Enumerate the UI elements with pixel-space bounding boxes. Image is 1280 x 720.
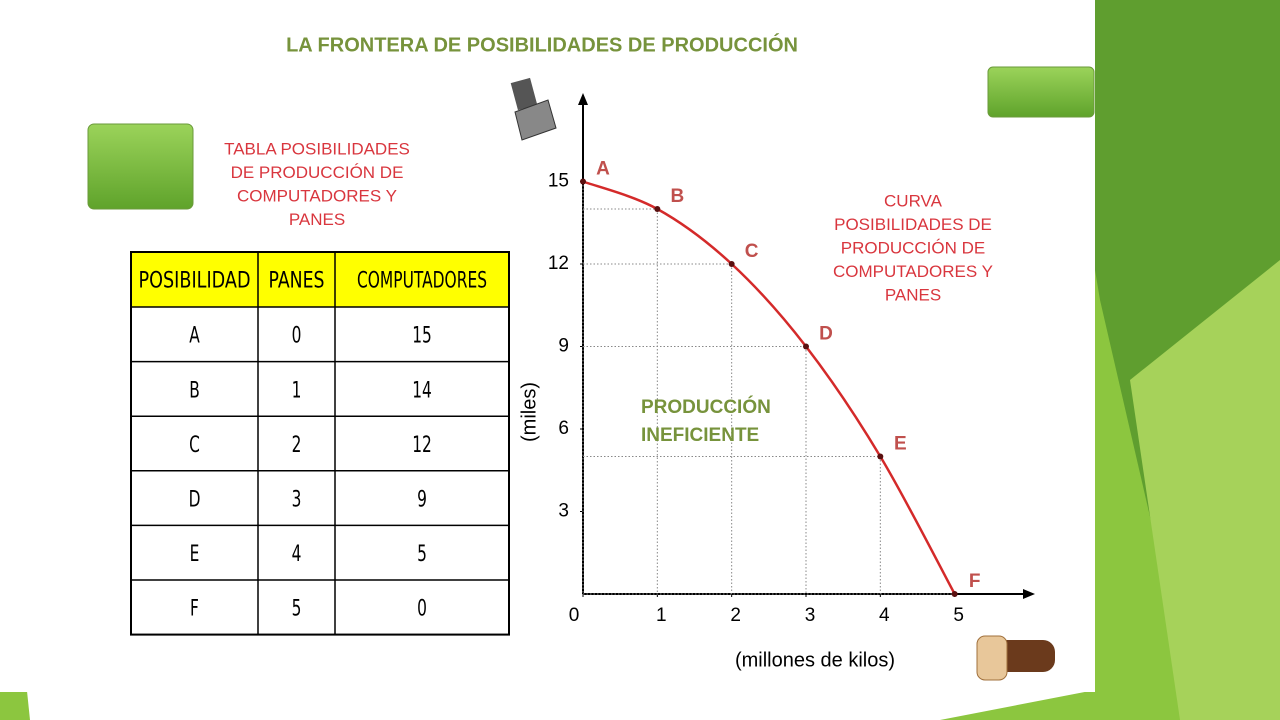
point	[803, 343, 809, 350]
point	[877, 453, 884, 460]
table-cell: D	[189, 487, 201, 512]
point	[951, 591, 958, 597]
table-title: DE PRODUCCIÓN DE	[231, 163, 404, 182]
table-cell: 12	[412, 432, 432, 457]
y-tick-label: 9	[558, 336, 569, 357]
point	[728, 261, 735, 267]
green-button	[87, 123, 194, 210]
y-tick-label: 3	[558, 501, 569, 522]
y-axis-label: (miles)	[518, 382, 540, 442]
table-title: PANES	[289, 210, 345, 229]
table-cell: F	[190, 596, 199, 621]
table-cell: 9	[417, 487, 427, 512]
x-tick-label: 1	[656, 605, 667, 626]
bg-green-light	[1130, 260, 1280, 720]
table-cell: E	[190, 541, 200, 566]
table-header-bg	[131, 252, 509, 307]
y-axis-arrow	[578, 93, 588, 105]
table-cell: 14	[412, 378, 432, 403]
table-cell: B	[189, 378, 200, 403]
x-axis-label: (millones de kilos)	[735, 649, 895, 671]
y-tick-label: 15	[548, 171, 569, 192]
table-header: POSIBILIDAD	[139, 269, 251, 294]
table-header: COMPUTADORES	[357, 269, 487, 294]
table-cell: 0	[292, 323, 302, 348]
curve-title: PRODUCCIÓN DE	[841, 238, 986, 257]
y-tick-label: 6	[558, 418, 569, 439]
table-cell: 5	[417, 541, 427, 566]
table-cell: 1	[292, 378, 302, 403]
point-label: E	[894, 434, 907, 455]
table-header: PANES	[269, 269, 325, 294]
table-cell: 2	[292, 432, 302, 457]
point-label: D	[819, 324, 833, 345]
x-axis-arrow	[1023, 589, 1035, 599]
bread-icon	[976, 635, 1055, 681]
point	[654, 206, 661, 212]
table-cell: 5	[292, 596, 302, 621]
x-tick-label: 5	[953, 605, 964, 626]
x-tick-label: 2	[730, 605, 741, 626]
annotation: INEFICIENTE	[641, 425, 759, 446]
curve-title: POSIBILIDADES DE	[834, 215, 992, 234]
table-cell: 0	[417, 596, 427, 621]
x-tick-label: 3	[805, 605, 816, 626]
table-cell: 3	[292, 487, 302, 512]
table-cell: 4	[292, 541, 302, 566]
point-label: C	[745, 241, 759, 262]
table-cell: C	[189, 432, 200, 457]
table-title: COMPUTADORES Y	[237, 186, 397, 205]
curve-title: PANES	[885, 285, 941, 304]
table-cell: 15	[412, 323, 432, 348]
point	[580, 178, 586, 185]
curve-title: COMPUTADORES Y	[833, 262, 993, 281]
y-tick-label: 12	[548, 253, 569, 274]
green-button	[987, 66, 1095, 118]
table-cell: A	[189, 323, 200, 348]
table-title: TABLA POSIBILIDADES	[224, 139, 410, 158]
x-tick-label: 0	[569, 605, 580, 626]
x-tick-label: 4	[879, 605, 890, 626]
curve-title: CURVA	[884, 191, 943, 210]
annotation: PRODUCCIÓN	[641, 396, 771, 418]
point-label: F	[969, 571, 981, 592]
point-label: B	[670, 186, 684, 207]
page-title: LA FRONTERA DE POSIBILIDADES DE PRODUCCI…	[286, 32, 798, 56]
computer-icon	[510, 77, 557, 141]
point-label: A	[596, 159, 610, 180]
